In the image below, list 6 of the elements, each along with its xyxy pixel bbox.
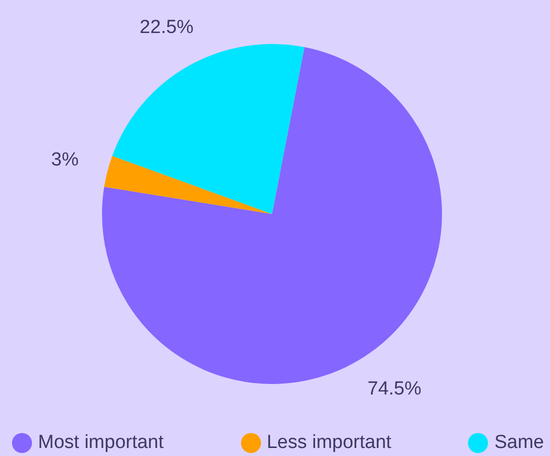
data-label: 74.5% [368,378,422,400]
legend-label: Same [494,432,544,454]
legend-label: Most important [38,432,164,454]
data-label: 3% [51,149,79,170]
data-label: 22.5% [140,16,194,38]
legend-label: Less important [266,432,392,454]
